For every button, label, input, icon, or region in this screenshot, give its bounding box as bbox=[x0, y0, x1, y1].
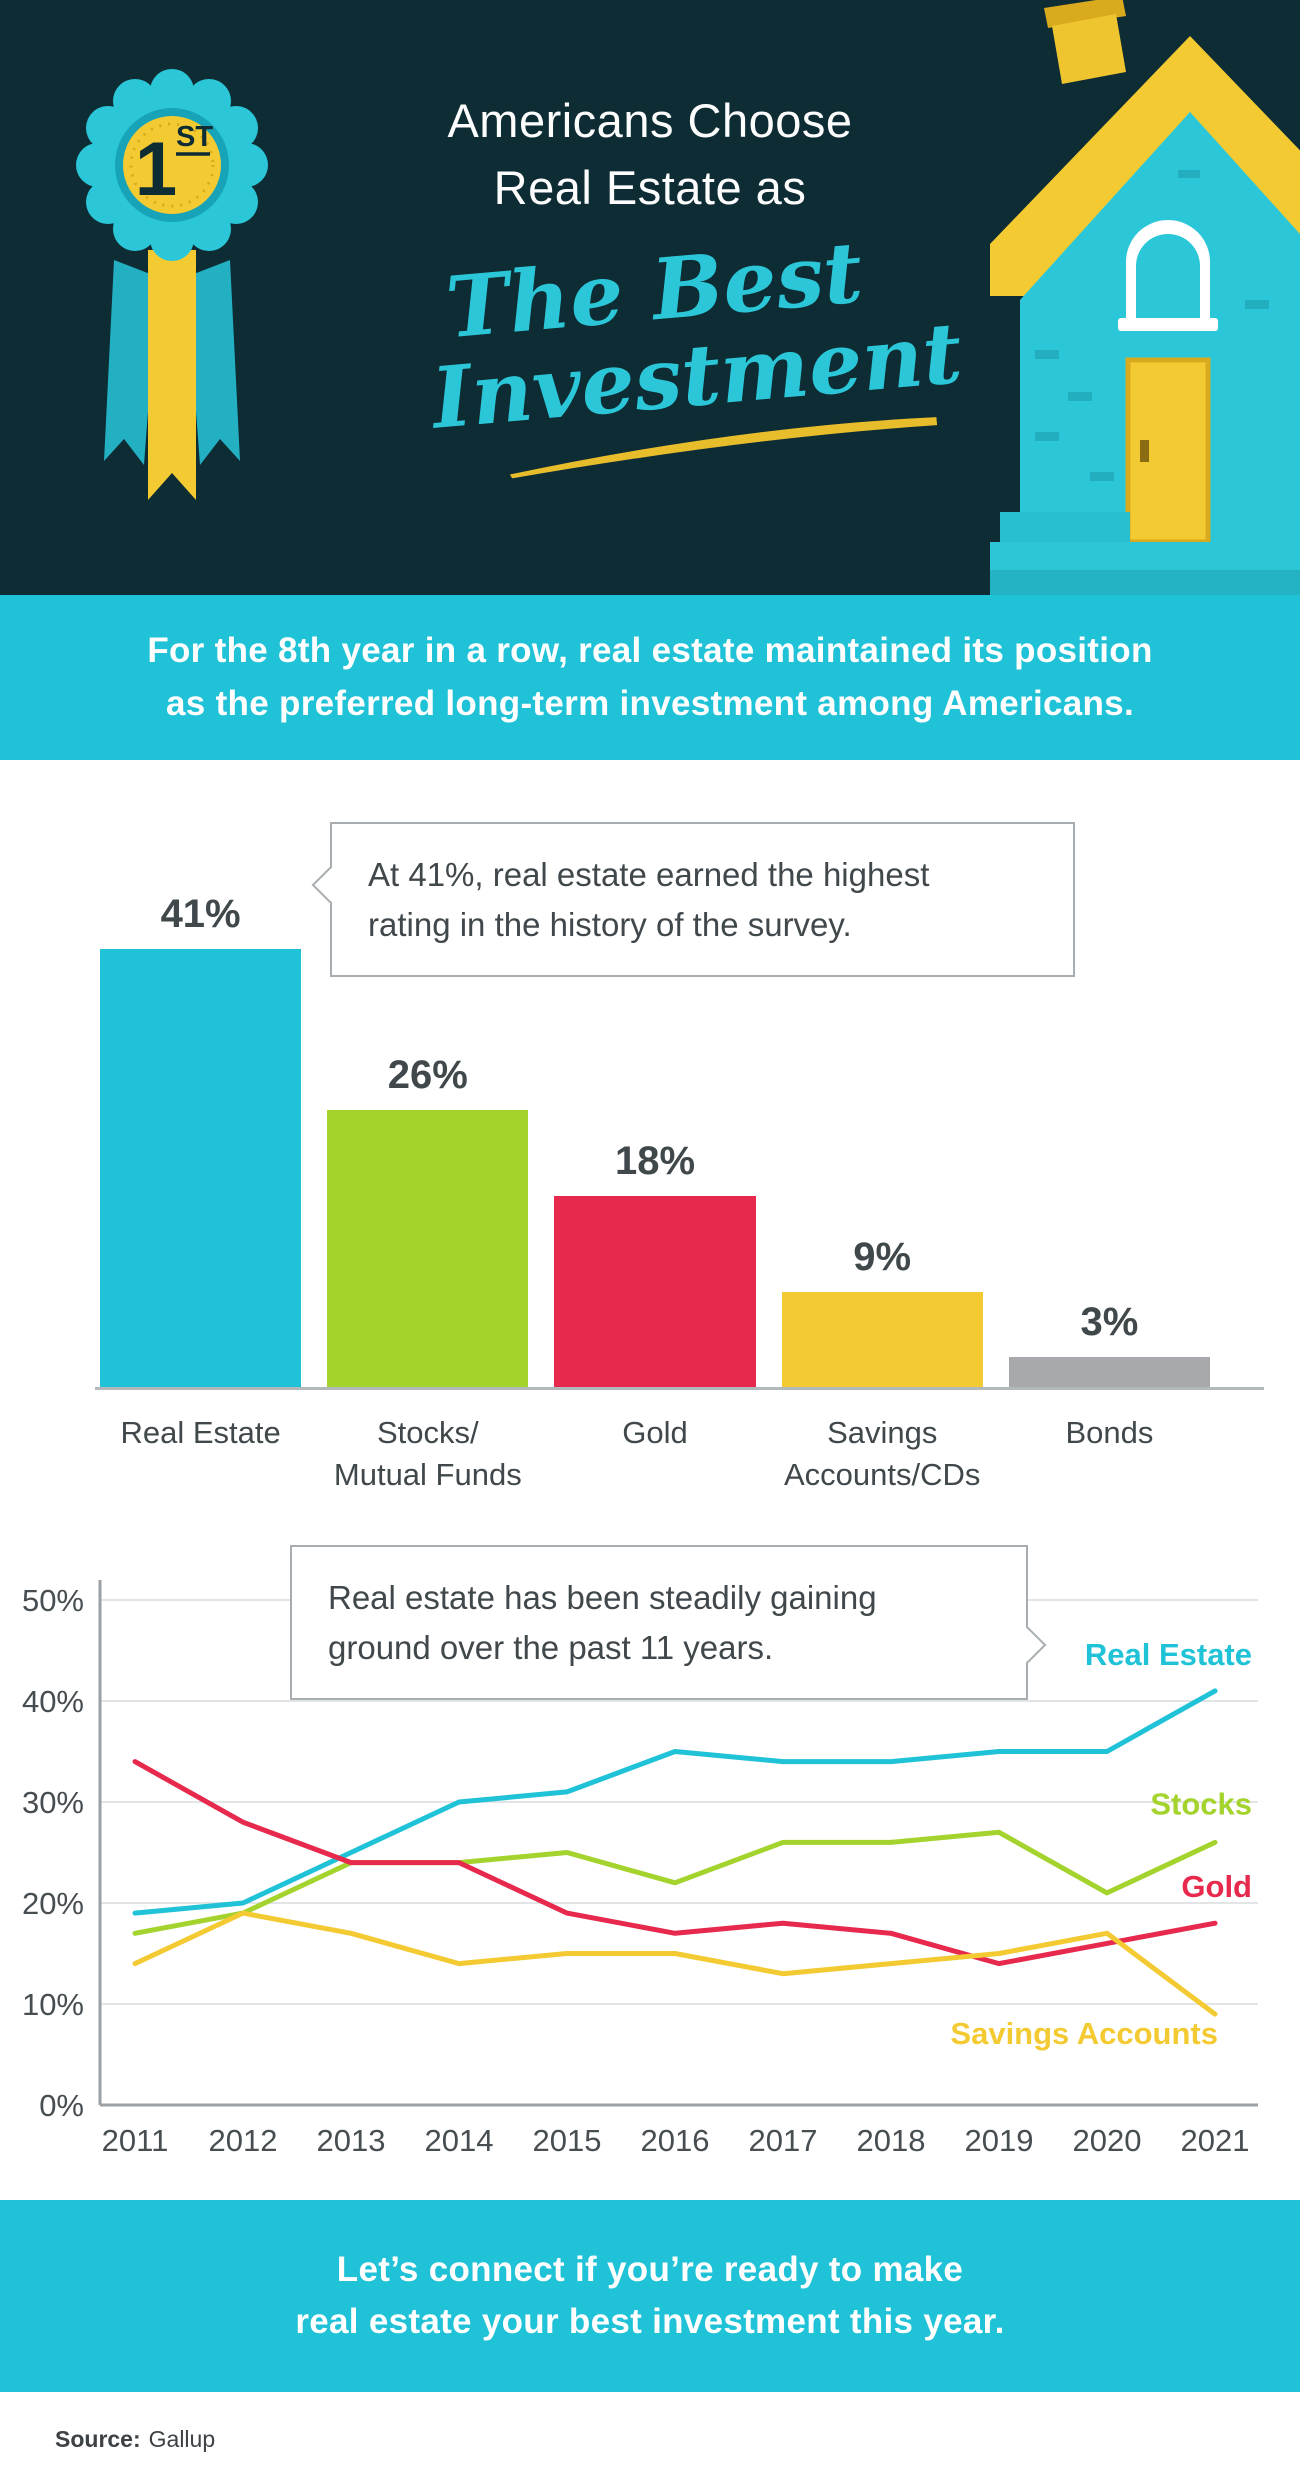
x-axis-label: 2011 bbox=[102, 2123, 169, 2158]
bar-value-label: 26% bbox=[387, 1053, 468, 1097]
series-label: Real Estate bbox=[1085, 1637, 1252, 1672]
bar-value-label: 3% bbox=[1080, 1300, 1139, 1344]
x-axis-label: 2018 bbox=[857, 2123, 926, 2158]
bottom-banner: Let’s connect if you’re ready to make re… bbox=[0, 2200, 1300, 2392]
title-line-2: Real Estate as bbox=[493, 160, 807, 214]
bar-category-label: Stocks/Mutual Funds bbox=[333, 1415, 522, 1492]
y-axis-label: 50% bbox=[22, 1583, 84, 1618]
bar-category-label: Bonds bbox=[1065, 1415, 1154, 1450]
y-axis-label: 30% bbox=[22, 1785, 84, 1820]
first-place-ribbon-icon: 1 ST bbox=[76, 69, 268, 500]
bar-column: 3% bbox=[1008, 1300, 1211, 1389]
step-2 bbox=[990, 542, 1300, 570]
window-sill bbox=[1118, 318, 1218, 331]
ribbon-tail-left bbox=[104, 260, 158, 465]
line-callout-line-2: ground over the past 11 years. bbox=[328, 1628, 774, 1666]
bar-category-label: Real Estate bbox=[120, 1415, 281, 1450]
badge-suffix: ST bbox=[176, 121, 213, 153]
medal-dotted-border bbox=[129, 122, 215, 208]
series-line-savings-accounts bbox=[132, 1910, 1218, 2017]
series-label: Stocks bbox=[1150, 1786, 1252, 1821]
series-label: Savings Accounts bbox=[950, 2016, 1218, 2051]
bar-column: 41% bbox=[100, 892, 302, 1389]
bottom-banner-line-1: Let’s connect if you’re ready to make bbox=[336, 2249, 964, 2289]
ribbon-tail-right bbox=[186, 260, 240, 465]
series-line-gold bbox=[132, 1759, 1218, 1967]
x-axis-label: 2019 bbox=[965, 2123, 1034, 2158]
y-axis-label: 40% bbox=[22, 1684, 84, 1719]
x-axis-label: 2016 bbox=[641, 2123, 710, 2158]
header-script-title: The Best Investment bbox=[302, 215, 1019, 495]
line-chart-svg: 0% 10% 20% 30% 40% 50% 2011 2012 2013 2014 2015 201… bbox=[22, 1580, 1258, 2158]
section-spacer bbox=[0, 2165, 1300, 2200]
line-chart-section: 0% 10% 20% 30% 40% 50% 2011 2012 2013 2014 2015 201… bbox=[0, 1505, 1300, 2165]
bar-column: 18% bbox=[554, 1139, 756, 1389]
bar bbox=[554, 1196, 756, 1389]
ribbon-tail-center bbox=[148, 250, 196, 500]
brick-marks bbox=[1035, 170, 1269, 481]
step-3 bbox=[990, 570, 1300, 595]
header-section: 1 ST Americans Choose Real Estate as The… bbox=[0, 0, 1300, 595]
x-axis-label: 2013 bbox=[317, 2123, 386, 2158]
bar-category-label: Gold bbox=[622, 1415, 688, 1450]
bar bbox=[1008, 1357, 1211, 1389]
source-label: Source: bbox=[55, 2426, 141, 2452]
bar bbox=[781, 1292, 983, 1389]
house-illustration bbox=[990, 0, 1300, 595]
x-axis-label: 2020 bbox=[1073, 2123, 1142, 2158]
window-glass bbox=[1136, 234, 1200, 320]
underline-swoosh-icon bbox=[509, 417, 938, 479]
series-label: Gold bbox=[1181, 1869, 1252, 1904]
bar-chart-baseline bbox=[95, 1387, 1264, 1390]
bar-callout-line-1: At 41%, real estate earned the highest bbox=[368, 856, 930, 893]
badge-number: 1 bbox=[135, 127, 177, 212]
series-line-real-estate bbox=[132, 1688, 1218, 1916]
chimney bbox=[1052, 14, 1126, 84]
bottom-banner-line-2: real estate your best investment this ye… bbox=[295, 2302, 1005, 2341]
top-banner-line-1: For the 8th year in a row, real estate m… bbox=[147, 631, 1153, 670]
y-axis-label: 20% bbox=[22, 1886, 84, 1921]
bar-category-label: Savings Accounts/CDs bbox=[784, 1415, 981, 1492]
bar-column: 9% bbox=[781, 1235, 983, 1389]
x-axis-label: 2012 bbox=[209, 2123, 278, 2158]
x-axis-label: 2015 bbox=[533, 2123, 602, 2158]
footer: Source: Gallup bbox=[0, 2392, 1300, 2487]
bar-chart-categories: Real Estate Stocks/Mutual Funds Gold Saving… bbox=[100, 1412, 1210, 1496]
bar-chart-bars: 41% 26% 18% 9% 3% bbox=[100, 760, 1211, 1389]
bar-chart-section: 41% 26% 18% 9% 3% Real Estate Stocks/Mutual F… bbox=[0, 760, 1300, 1505]
step-1 bbox=[1000, 512, 1130, 542]
bar-callout-line-2: rating in the history of the survey. bbox=[368, 905, 852, 943]
x-axis-label: 2017 bbox=[749, 2123, 818, 2158]
line-chart-callout: Real estate has been steadily gaining gr… bbox=[290, 1545, 1047, 1700]
door-handle bbox=[1140, 440, 1149, 462]
bar bbox=[327, 1110, 529, 1389]
y-axis-label: 10% bbox=[22, 1987, 84, 2022]
x-axis-label: 2021 bbox=[1181, 2123, 1250, 2158]
bar-value-label: 9% bbox=[853, 1235, 912, 1279]
title-line-1: Americans Choose bbox=[447, 94, 853, 147]
bar-chart-callout: At 41%, real estate earned the highest r… bbox=[311, 822, 1075, 977]
top-banner-line-2: as the preferred long-term investment am… bbox=[166, 683, 1134, 723]
source-value: Gallup bbox=[148, 2426, 216, 2452]
bar-value-label: 41% bbox=[160, 892, 241, 936]
series-line-stocks bbox=[132, 1829, 1218, 1936]
header-title: Americans Choose Real Estate as bbox=[300, 88, 1000, 221]
top-banner: For the 8th year in a row, real estate m… bbox=[0, 595, 1300, 760]
chimney-cap bbox=[1044, 0, 1126, 28]
bar bbox=[100, 949, 302, 1389]
line-callout-line-1: Real estate has been steadily gaining bbox=[328, 1579, 877, 1616]
medal-circle bbox=[123, 116, 221, 214]
x-axis-label: 2014 bbox=[425, 2123, 494, 2158]
bar-value-label: 18% bbox=[614, 1139, 696, 1183]
y-axis-label: 0% bbox=[39, 2088, 84, 2123]
bar-column: 26% bbox=[327, 1053, 529, 1389]
